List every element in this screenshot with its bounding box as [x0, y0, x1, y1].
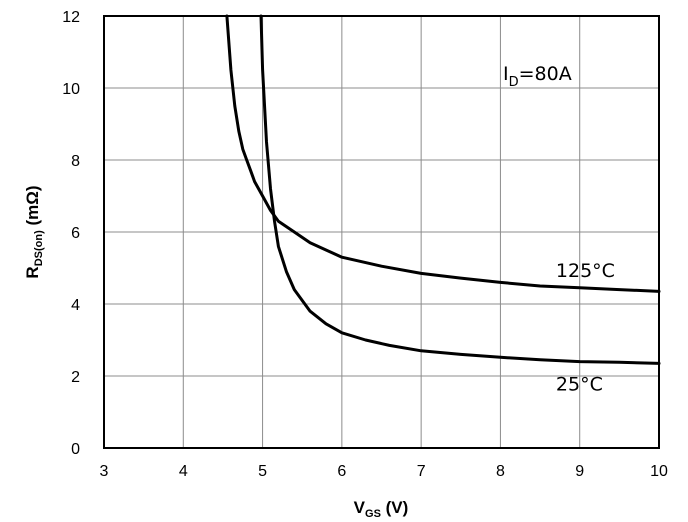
drain-current-annotation: ID=80A: [503, 63, 572, 90]
y-tick-labels: 0 2 4 6 8 10 12: [62, 9, 80, 458]
y-axis-label-unit: (mΩ): [23, 185, 42, 230]
annotation-rest: =80A: [519, 63, 572, 85]
x-tick-label: 7: [417, 463, 426, 480]
x-axis-label-unit: (V): [381, 498, 408, 517]
x-tick-label: 9: [575, 463, 584, 480]
grid: [103, 15, 660, 449]
y-axis-label-sub: DS(on): [33, 230, 45, 266]
x-tick-label: 10: [650, 463, 668, 480]
series-label: 25°C: [556, 373, 603, 395]
x-tick-labels: 3 4 5 6 7 8 9 10: [100, 463, 668, 480]
series-line-25°C: [259, 14, 661, 365]
x-tick-label: 8: [496, 463, 505, 480]
plot-frame: [103, 15, 660, 449]
annotation-main: I: [503, 63, 509, 85]
y-tick-label: 8: [71, 153, 80, 170]
x-axis-label-main: V: [354, 498, 366, 517]
y-axis-label-main: R: [23, 266, 42, 278]
y-axis-label: RDS(on) (mΩ): [23, 185, 45, 278]
annotation-sub: D: [509, 75, 519, 90]
x-tick-label: 3: [100, 463, 109, 480]
x-tick-label: 5: [258, 463, 267, 480]
y-tick-label: 6: [71, 225, 80, 242]
y-tick-label: 4: [71, 297, 80, 314]
series-line-125°C: [225, 14, 661, 293]
y-tick-label: 12: [62, 9, 80, 26]
y-tick-label: 2: [71, 369, 80, 386]
x-axis-label-sub: GS: [365, 508, 381, 520]
x-tick-label: 6: [337, 463, 346, 480]
curves: [225, 14, 661, 365]
y-tick-label: 10: [62, 81, 80, 98]
x-axis-label: VGS (V): [354, 498, 409, 520]
x-tick-label: 4: [179, 463, 188, 480]
y-tick-label: 0: [71, 441, 80, 458]
series-labels: 125°C 25°C: [556, 260, 615, 395]
series-label: 125°C: [556, 260, 615, 282]
